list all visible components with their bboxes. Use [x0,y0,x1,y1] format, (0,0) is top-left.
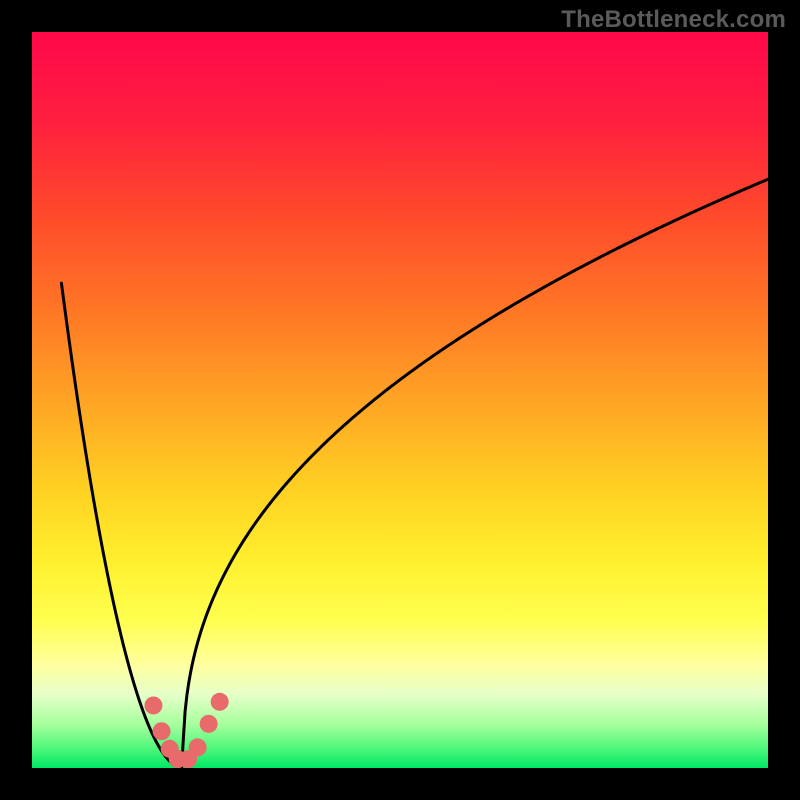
gradient-background [32,32,768,768]
chart-container: TheBottleneck.com [0,0,800,800]
marker-point [200,715,218,733]
marker-point [144,696,162,714]
marker-point [153,722,171,740]
watermark-label: TheBottleneck.com [561,6,786,34]
marker-point [211,693,229,711]
bottleneck-chart [32,32,768,768]
marker-point [189,738,207,756]
